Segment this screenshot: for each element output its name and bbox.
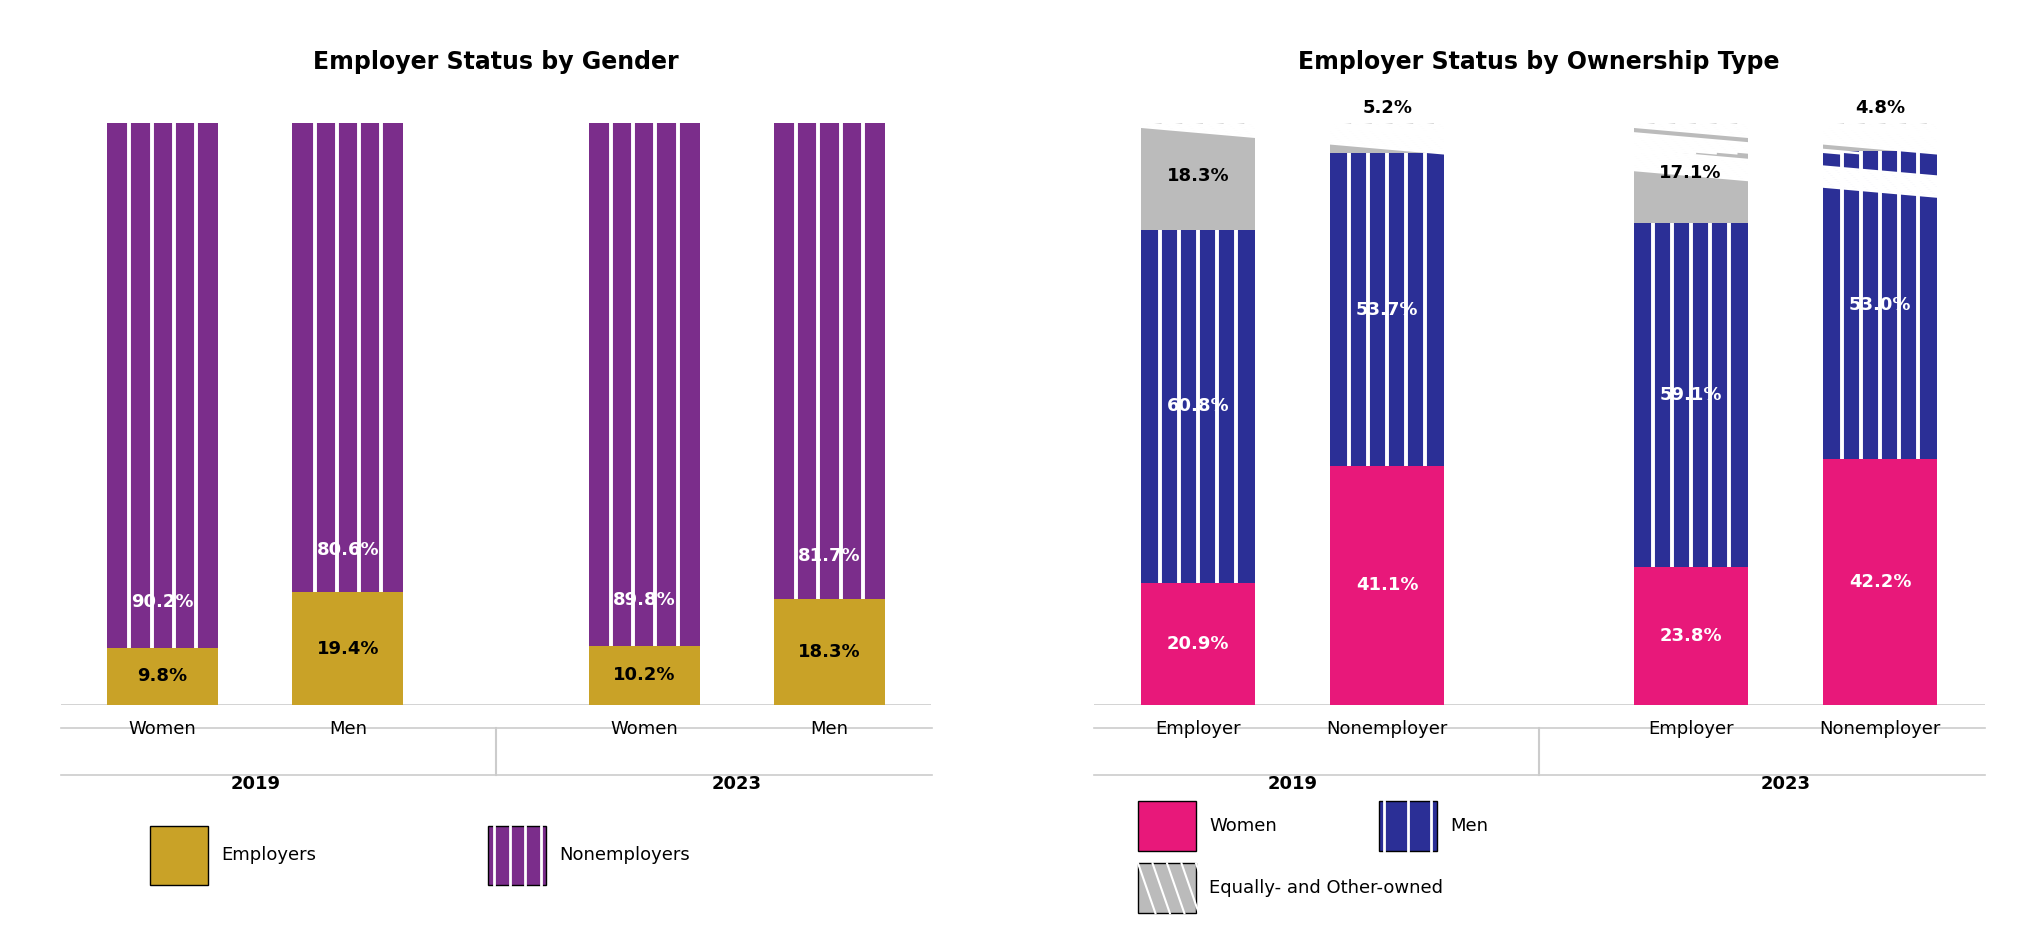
FancyBboxPatch shape <box>1138 802 1197 852</box>
FancyBboxPatch shape <box>1138 863 1197 914</box>
Text: Men: Men <box>328 719 367 738</box>
Text: Equally- and Other-owned: Equally- and Other-owned <box>1209 879 1444 898</box>
Text: Men: Men <box>1450 818 1488 836</box>
Text: 18.3%: 18.3% <box>798 643 861 661</box>
Text: Nonemployer: Nonemployer <box>1820 719 1940 738</box>
Text: 4.8%: 4.8% <box>1855 100 1906 118</box>
Bar <box>107 648 219 705</box>
Text: 23.8%: 23.8% <box>1658 627 1721 645</box>
Bar <box>1634 223 1748 567</box>
Bar <box>292 123 403 592</box>
Bar <box>1140 229 1256 584</box>
Text: 2023: 2023 <box>713 775 761 792</box>
Text: 9.8%: 9.8% <box>138 667 188 685</box>
Text: 2019: 2019 <box>1268 775 1318 792</box>
Text: Women: Women <box>130 719 196 738</box>
Bar <box>589 123 701 646</box>
Bar <box>1140 123 1256 229</box>
Text: Women: Women <box>610 719 678 738</box>
Bar <box>1330 123 1444 153</box>
Text: 17.1%: 17.1% <box>1658 164 1721 181</box>
Bar <box>1822 151 1938 460</box>
Bar <box>1634 567 1748 705</box>
Text: 59.1%: 59.1% <box>1658 385 1721 403</box>
Text: 2023: 2023 <box>1760 775 1810 792</box>
Text: Men: Men <box>810 719 848 738</box>
Bar <box>1634 123 1748 223</box>
Title: Employer Status by Ownership Type: Employer Status by Ownership Type <box>1298 50 1780 74</box>
FancyBboxPatch shape <box>1379 802 1436 852</box>
Bar <box>292 592 403 705</box>
Text: 20.9%: 20.9% <box>1166 635 1229 653</box>
Bar <box>589 646 701 705</box>
Text: 5.2%: 5.2% <box>1363 100 1411 118</box>
Text: 53.7%: 53.7% <box>1357 301 1420 319</box>
Text: 53.0%: 53.0% <box>1849 296 1912 314</box>
Text: 60.8%: 60.8% <box>1166 398 1229 415</box>
Text: Employers: Employers <box>221 846 316 865</box>
Bar <box>1822 123 1938 151</box>
Bar <box>1822 460 1938 705</box>
Text: 18.3%: 18.3% <box>1166 167 1229 185</box>
Text: Employer: Employer <box>1648 719 1733 738</box>
Text: Nonemployer: Nonemployer <box>1326 719 1448 738</box>
Text: 10.2%: 10.2% <box>614 666 676 684</box>
Bar <box>1330 466 1444 705</box>
Bar <box>774 123 885 599</box>
Text: Women: Women <box>1209 818 1278 836</box>
Text: 90.2%: 90.2% <box>132 593 194 611</box>
Text: 80.6%: 80.6% <box>316 541 379 559</box>
Text: 89.8%: 89.8% <box>614 591 676 609</box>
Text: 2019: 2019 <box>231 775 279 792</box>
Text: Nonemployers: Nonemployers <box>559 846 691 865</box>
Text: 41.1%: 41.1% <box>1357 576 1420 594</box>
Bar <box>1140 584 1256 705</box>
FancyBboxPatch shape <box>488 825 547 885</box>
Text: 42.2%: 42.2% <box>1849 573 1912 591</box>
Text: 19.4%: 19.4% <box>316 639 379 658</box>
Bar <box>774 599 885 705</box>
Text: 81.7%: 81.7% <box>798 547 861 565</box>
Bar <box>1330 153 1444 466</box>
FancyBboxPatch shape <box>150 825 209 885</box>
Title: Employer Status by Gender: Employer Status by Gender <box>314 50 678 74</box>
Text: Employer: Employer <box>1154 719 1241 738</box>
Bar <box>107 123 219 648</box>
